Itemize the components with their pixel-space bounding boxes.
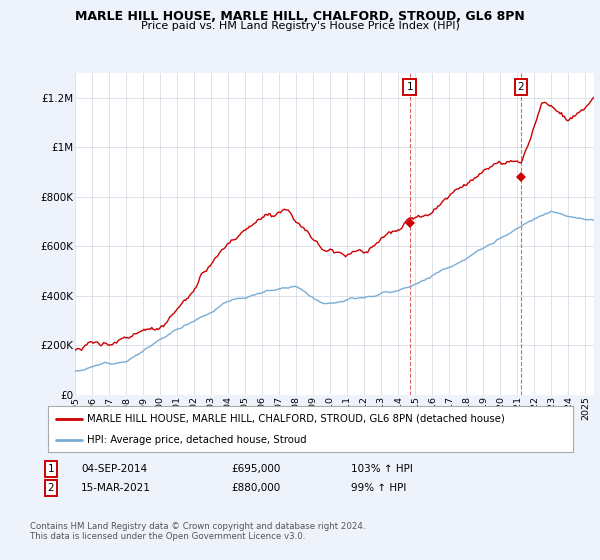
Text: 103% ↑ HPI: 103% ↑ HPI <box>351 464 413 474</box>
Text: MARLE HILL HOUSE, MARLE HILL, CHALFORD, STROUD, GL6 8PN: MARLE HILL HOUSE, MARLE HILL, CHALFORD, … <box>75 10 525 23</box>
Text: 2: 2 <box>47 483 55 493</box>
Text: 99% ↑ HPI: 99% ↑ HPI <box>351 483 406 493</box>
Text: 2: 2 <box>518 82 524 92</box>
Text: £695,000: £695,000 <box>231 464 280 474</box>
Text: HPI: Average price, detached house, Stroud: HPI: Average price, detached house, Stro… <box>88 436 307 445</box>
Text: Price paid vs. HM Land Registry's House Price Index (HPI): Price paid vs. HM Land Registry's House … <box>140 21 460 31</box>
Text: £880,000: £880,000 <box>231 483 280 493</box>
Text: 15-MAR-2021: 15-MAR-2021 <box>81 483 151 493</box>
Text: 1: 1 <box>47 464 55 474</box>
Text: 04-SEP-2014: 04-SEP-2014 <box>81 464 147 474</box>
Text: Contains HM Land Registry data © Crown copyright and database right 2024.
This d: Contains HM Land Registry data © Crown c… <box>30 522 365 542</box>
Text: MARLE HILL HOUSE, MARLE HILL, CHALFORD, STROUD, GL6 8PN (detached house): MARLE HILL HOUSE, MARLE HILL, CHALFORD, … <box>88 414 505 424</box>
Text: 1: 1 <box>406 82 413 92</box>
